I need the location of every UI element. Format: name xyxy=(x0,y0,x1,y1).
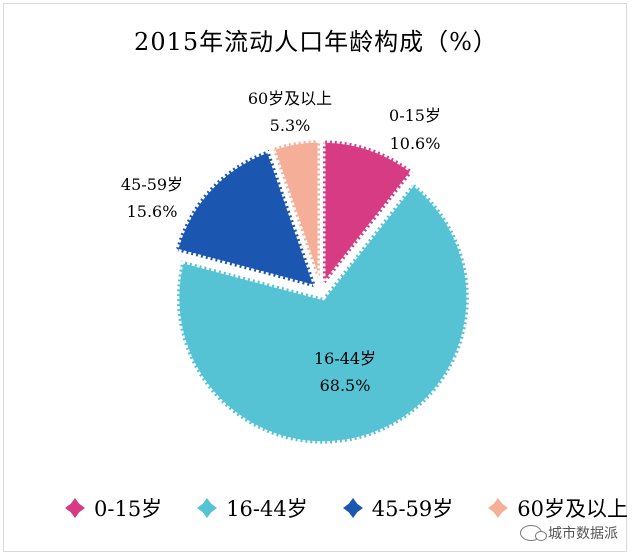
legend-marker-16-44 xyxy=(197,498,218,518)
legend-item-45-59: 45-59岁 xyxy=(342,493,454,523)
legend-label-16-44: 16-44岁 xyxy=(226,497,308,521)
slice-category-label-45-59: 45-59岁 xyxy=(121,175,183,194)
legend-item-0-15: 0-15岁 xyxy=(64,493,162,523)
watermark-text: 城市数据派 xyxy=(548,526,618,542)
watermark: 城市数据派 xyxy=(520,523,618,543)
legend-label-0-15: 0-15岁 xyxy=(94,497,163,521)
wechat-icon xyxy=(520,525,547,541)
chart-title: 2015年流动人口年龄构成（%） xyxy=(134,28,498,56)
pie-slice-0-15 xyxy=(320,137,417,294)
slice-category-label-16-44: 16-44岁 xyxy=(314,349,376,368)
legend-marker-45-59 xyxy=(342,498,363,518)
legend-label-60-plus: 60岁及以上 xyxy=(517,497,629,521)
slice-category-label-0-15: 0-15岁 xyxy=(389,106,441,125)
legend-item-60-plus: 60岁及以上 xyxy=(487,493,628,523)
slice-value-label-16-44: 68.5% xyxy=(320,376,371,395)
slice-value-label-60-plus: 5.3% xyxy=(270,116,311,135)
slice-value-label-0-15: 10.6% xyxy=(390,134,441,153)
slice-value-label-45-59: 15.6% xyxy=(127,202,178,221)
legend-label-45-59: 45-59岁 xyxy=(371,497,454,521)
chart-frame xyxy=(3,3,627,552)
pie-slice-16-44 xyxy=(174,179,472,447)
legend-marker-60-plus xyxy=(488,498,509,518)
legend: 0-15岁 16-44岁 45-59岁 60岁及以上 xyxy=(64,492,628,524)
legend-item-16-44: 16-44岁 xyxy=(196,493,308,523)
pie-slice-45-59 xyxy=(172,146,321,292)
legend-marker-0-15 xyxy=(65,498,85,518)
pie-slice-60-plus xyxy=(269,137,323,287)
slice-category-label-60-plus: 60岁及以上 xyxy=(248,89,332,108)
